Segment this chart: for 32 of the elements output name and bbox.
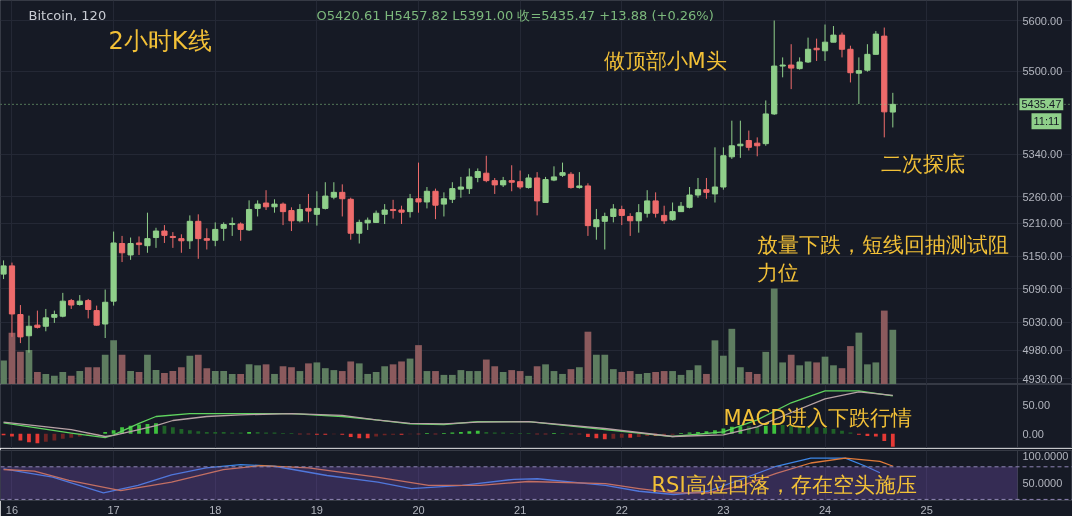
y-tick-label: 5260.00 bbox=[1022, 190, 1063, 203]
x-tick-label: 25 bbox=[920, 503, 933, 516]
text: 2小时K线 bbox=[108, 26, 212, 55]
x-tick-label: 24 bbox=[818, 503, 832, 516]
y-tick-label: 50.0000 bbox=[1022, 477, 1063, 490]
x-tick-label: 21 bbox=[514, 503, 527, 516]
x-tick-label: 16 bbox=[5, 503, 19, 516]
y-tick-label: 5150.00 bbox=[1022, 250, 1063, 263]
y-tick-label: 4980.00 bbox=[1022, 344, 1063, 357]
y-tick-label: 5030.00 bbox=[1022, 316, 1063, 329]
y-tick-label: 5600.00 bbox=[1022, 14, 1063, 27]
annotation: 二次探底 bbox=[880, 151, 965, 176]
annotation: 做顶部小M头 bbox=[603, 48, 727, 73]
y-tick-label: 5210.00 bbox=[1022, 217, 1063, 230]
y-tick-label: 100.0000 bbox=[1022, 449, 1069, 462]
y-tick-label: 5340.00 bbox=[1022, 148, 1063, 161]
x-tick-label: 23 bbox=[717, 503, 730, 516]
ref-line-label: 5435.47 bbox=[1021, 98, 1062, 111]
x-tick-label: 19 bbox=[310, 503, 324, 516]
x-tick-label: 22 bbox=[615, 503, 628, 516]
annotation: 放量下跌，短线回抽测试阻力位 bbox=[756, 232, 1009, 286]
x-tick-label: 18 bbox=[209, 503, 222, 516]
text: Bitcoin, 120 bbox=[28, 8, 107, 23]
y-tick-label: 0.00 bbox=[1022, 427, 1044, 440]
y-tick-label: 5090.00 bbox=[1022, 282, 1063, 295]
x-tick-label: 17 bbox=[107, 503, 120, 516]
annotation: O5420.61 H5457.82 L5391.00 收=5435.47 +13.88 (+0.26%) bbox=[316, 8, 714, 23]
y-tick-label: 5500.00 bbox=[1022, 65, 1063, 78]
annotation: 11:11 bbox=[1033, 115, 1060, 128]
x-tick-label: 20 bbox=[412, 503, 425, 516]
y-tick-label: 50.00 bbox=[1022, 399, 1051, 412]
y-tick-label: 4930.00 bbox=[1022, 372, 1063, 385]
